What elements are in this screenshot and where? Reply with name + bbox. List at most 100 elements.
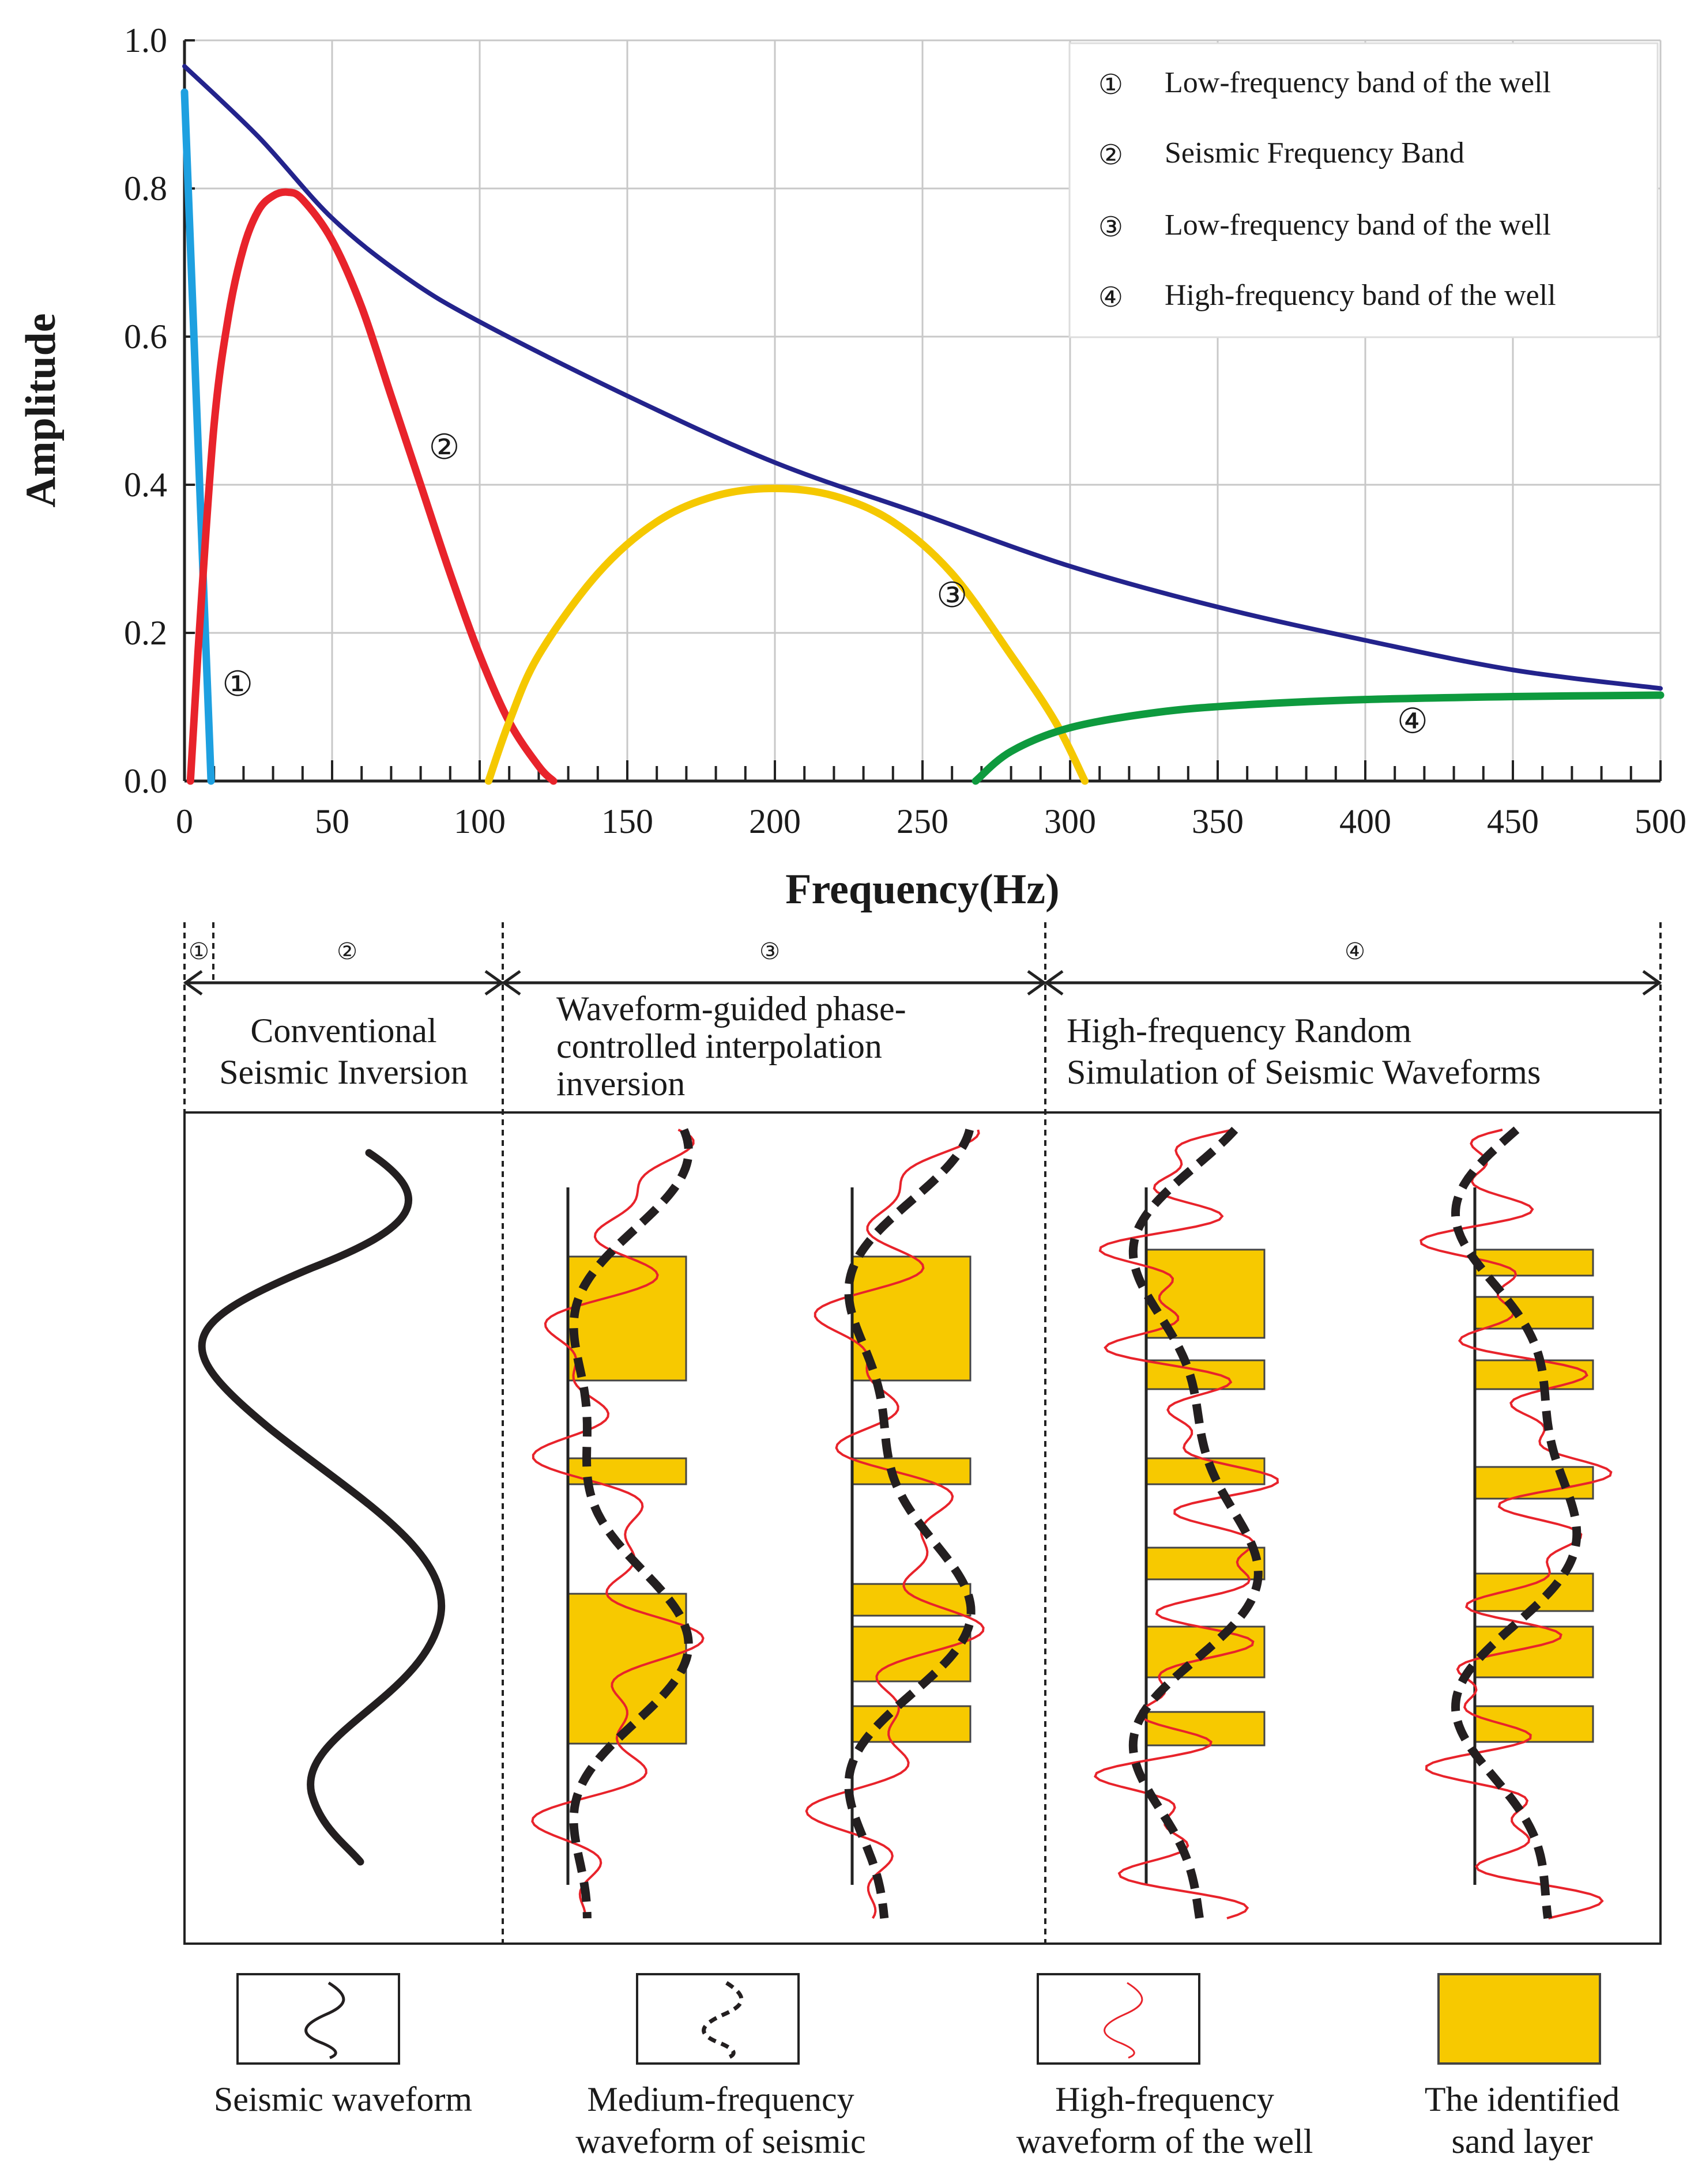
legend-medium-swatch [702,1981,744,2060]
arrowhead-left-2 [501,970,521,996]
medium-frequency-trace [1128,1126,1263,1919]
legend-label-3: Low-frequency band of the well [1165,209,1551,242]
x-tick-label: 0 [176,802,193,840]
series [180,63,1665,785]
x-tick-label: 450 [1487,802,1539,840]
y-tick-label: 0.2 [124,614,167,652]
legend-label-2: Seismic Frequency Band [1165,137,1464,169]
series-line-3 [484,484,1089,785]
legend-num-1: ① [1098,69,1123,101]
series-line-2 [186,188,558,785]
minor-ticks [183,39,1662,782]
x-tick-label: 200 [749,802,801,840]
legend-entry-3: ③ Low-frequency band of the well [1098,209,1551,243]
medium-frequency-trace [1451,1126,1581,1919]
legend-num-3: ③ [1098,211,1123,243]
sand-layer [851,1457,972,1485]
medium-frequency-trace [569,1128,693,1919]
y-tick-labels: 0.0 0.2 0.4 0.6 0.8 1.0 [124,21,167,800]
y-tick-label: 0.6 [124,318,167,356]
panel-frame [183,1111,1662,1945]
legend-label-1: Low-frequency band of the well [1165,66,1551,99]
legend-key-sand [1437,1973,1601,2065]
zone-label-2: ② [337,938,357,965]
series-line-1 [180,88,215,785]
legend-key-well [1037,1973,1200,2065]
legend-label-medium-2: waveform of seismic [575,2122,865,2160]
y-tick-label: 1.0 [124,21,167,59]
chart-legend: ① Low-frequency band of the well ② Seism… [1068,42,1659,338]
x-tick-label: 350 [1192,802,1244,840]
legend-well-swatch [1104,1982,1143,2059]
arrowhead-right-3 [1642,970,1662,996]
panel-legend: Seismic waveform Medium-frequency wavefo… [214,1973,1620,2160]
sand-layer [1474,1625,1594,1678]
arrowhead-left-3 [1044,970,1064,996]
legend-label-sand-1: The identified [1425,2080,1620,2118]
well-waveform-trace [805,1129,985,1919]
zone-label-3: ③ [759,938,780,965]
panel-2-title-line-2: controlled interpolation [556,1027,882,1065]
sand-layer [1145,1711,1266,1747]
legend-label-medium-1: Medium-frequency [587,2080,854,2118]
seismic-waveform-trace [198,1149,446,1866]
y-tick-label: 0.4 [124,466,167,504]
legend-num-2: ② [1098,139,1123,171]
legend-num-4: ④ [1098,281,1123,314]
x-axis-title: Frequency(Hz) [785,866,1059,913]
x-tick-label: 300 [1044,802,1096,840]
panel-1-title-line-2: Seismic Inversion [219,1053,468,1091]
legend-entry-4: ④ High-frequency band of the well [1098,279,1556,314]
panel-3-title-line-2: Simulation of Seismic Waveforms [1067,1053,1541,1091]
arrowhead-left-1 [183,970,203,996]
y-axis-title: Amplitude [17,313,65,507]
grid [184,39,1662,781]
x-tick-label: 150 [601,802,653,840]
sand-layer [1145,1457,1266,1485]
curve-label-3: ③ [936,575,967,616]
series-line-envelope [182,63,1663,691]
x-tick-labels: 0 50 100 150 200 250 300 350 400 450 500 [176,802,1686,840]
legend-entry-2: ② Seismic Frequency Band [1098,137,1464,171]
inversion-comparison-panel: ① ② ③ ④ Conventional Seismic Inversion W… [183,922,1662,2160]
sand-layer [567,1593,687,1745]
legend-label-4: High-frequency band of the well [1165,279,1556,312]
y-tick-label: 0.8 [124,169,167,208]
x-tick-label: 250 [897,802,948,840]
well-waveform-trace [1094,1129,1279,1919]
panel-2-title-line-3: inversion [556,1065,685,1103]
x-tick-label: 500 [1635,802,1686,840]
legend-label-well-2: waveform of the well [1016,2122,1313,2160]
curve-labels: ① ② ③ ④ [222,427,1428,741]
well-axes [566,1187,1477,1885]
well-traces [531,1126,1613,1919]
panel-3-title-line-1: High-frequency Random [1067,1012,1411,1050]
x-tick-label: 100 [454,802,506,840]
series-line-4 [972,691,1665,785]
panel-2-title-line-1: Waveform-guided phase- [556,990,906,1028]
curve-label-1: ① [222,664,253,704]
legend-label-seismic: Seismic waveform [214,2080,472,2118]
sand-layer [567,1255,687,1382]
y-tick-label: 0.0 [124,762,167,800]
zone-label-4: ④ [1345,938,1365,965]
sand-layer [1474,1296,1594,1330]
x-tick-label: 50 [315,802,349,840]
curve-label-4: ④ [1397,701,1428,741]
sand-layer [851,1705,972,1743]
zone-label-1: ① [189,938,209,965]
curve-label-2: ② [429,427,460,467]
sand-layer [1474,1359,1594,1390]
x-tick-label: 400 [1339,802,1391,840]
legend-entry-1: ① Low-frequency band of the well [1098,66,1551,101]
sand-layer [1474,1705,1594,1743]
medium-frequency-trace [844,1129,976,1919]
zone-arrows [183,970,1662,996]
legend-label-sand-2: sand layer [1452,2122,1593,2160]
panel-1-title-line-1: Conventional [250,1012,436,1050]
sand-layers [567,1248,1594,1747]
legend-label-well-1: High-frequency [1055,2080,1274,2118]
legend-seismic-swatch [304,1981,345,2059]
well-waveform-trace [531,1129,705,1919]
spectrum-chart: 0 50 100 150 200 250 300 350 400 450 500 0.0 0.2 0.4… [17,21,1686,913]
